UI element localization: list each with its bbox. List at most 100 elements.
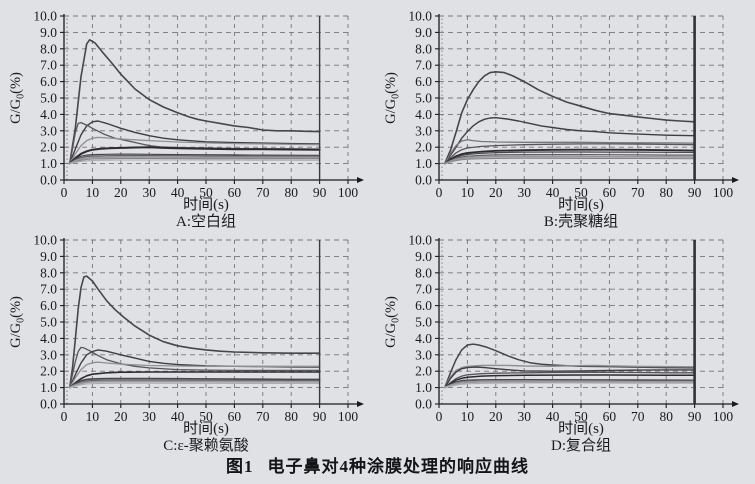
x-tick-label: 70 bbox=[256, 409, 270, 424]
x-axis-title: 时间(s) bbox=[183, 420, 229, 437]
x-tick-label: 0 bbox=[436, 185, 443, 200]
y-tick-label: 7.0 bbox=[40, 282, 57, 297]
subplot-d: 0 10 20 30 40 50 60 70 80 90 100 0.0 1.0 2.0 3.0 4.0 5.0… bbox=[379, 226, 751, 454]
series-curve-1 bbox=[443, 343, 696, 389]
series-curve-4 bbox=[444, 143, 696, 165]
series-curve-1 bbox=[68, 275, 321, 389]
series-curve-7 bbox=[69, 379, 321, 389]
x-tick-label: 100 bbox=[338, 409, 359, 424]
x-tick-label: 10 bbox=[86, 409, 100, 424]
x-tick-label: 10 bbox=[86, 185, 100, 200]
x-tick-label: 60 bbox=[603, 185, 617, 200]
figure-number: 图1 bbox=[226, 457, 254, 476]
series-curve-4 bbox=[69, 136, 321, 165]
x-tick-label: 30 bbox=[142, 185, 156, 200]
x-tick-label: 0 bbox=[61, 409, 68, 424]
y-tick-label: 1.0 bbox=[415, 156, 432, 171]
x-tick-label: 10 bbox=[461, 409, 475, 424]
series-curve-8 bbox=[68, 156, 321, 165]
x-tick-label: 70 bbox=[631, 409, 645, 424]
y-tick-label: 5.0 bbox=[40, 315, 57, 330]
x-tick-label: 60 bbox=[228, 409, 242, 424]
y-tick-label: 8.0 bbox=[415, 265, 432, 280]
x-tick-label: 20 bbox=[114, 409, 128, 424]
series-curve-4 bbox=[444, 371, 696, 389]
y-tick-label: 10.0 bbox=[33, 233, 57, 248]
x-tick-label: 40 bbox=[171, 185, 185, 200]
x-axis-title: 时间(s) bbox=[558, 196, 604, 213]
series-curve-3 bbox=[443, 366, 696, 389]
x-tick-label: 80 bbox=[284, 185, 298, 200]
figure-caption: 图1 电子鼻对4种涂膜处理的响应曲线 bbox=[0, 452, 755, 477]
y-tick-label: 7.0 bbox=[40, 58, 57, 73]
y-tick-label: 2.0 bbox=[40, 364, 57, 379]
x-tick-label: 20 bbox=[114, 185, 128, 200]
series-curve-5 bbox=[68, 371, 321, 389]
y-tick-label: 4.0 bbox=[40, 107, 57, 122]
y-tick-label: 4.0 bbox=[415, 107, 432, 122]
y-tick-label: 10.0 bbox=[408, 9, 432, 24]
y-tick-label: 1.0 bbox=[40, 380, 57, 395]
x-axis-arrow bbox=[357, 177, 364, 183]
x-tick-label: 70 bbox=[256, 185, 270, 200]
y-tick-label: 0.0 bbox=[415, 397, 432, 412]
y-tick-label: 3.0 bbox=[415, 123, 432, 138]
x-tick-label: 40 bbox=[546, 409, 560, 424]
series-curve-9 bbox=[69, 382, 321, 389]
subplot-a: 0 10 20 30 40 50 60 70 80 90 100 0.0 1.0 2.0 3.0 4.0 5.0… bbox=[4, 2, 376, 230]
series-curve-6 bbox=[69, 153, 321, 165]
y-tick-label: 8.0 bbox=[415, 41, 432, 56]
x-tick-label: 0 bbox=[436, 409, 443, 424]
x-axis-arrow bbox=[357, 401, 364, 407]
y-tick-label: 4.0 bbox=[415, 331, 432, 346]
y-tick-label: 10.0 bbox=[33, 9, 57, 24]
y-tick-label: 5.0 bbox=[415, 315, 432, 330]
x-tick-label: 20 bbox=[489, 409, 503, 424]
subplot-label: C:ε-聚赖氨酸 bbox=[163, 437, 248, 454]
y-axis-title: G/G0(%) bbox=[8, 72, 27, 124]
x-tick-label: 80 bbox=[284, 409, 298, 424]
series-curve-3 bbox=[444, 139, 696, 165]
x-tick-label: 30 bbox=[142, 409, 156, 424]
series-curve-10 bbox=[69, 159, 321, 165]
y-tick-label: 8.0 bbox=[40, 265, 57, 280]
y-tick-label: 6.0 bbox=[415, 298, 432, 313]
series-curve-9 bbox=[444, 157, 696, 165]
series-curve-7 bbox=[69, 155, 321, 165]
subplot-label: B:壳聚糖组 bbox=[544, 213, 618, 230]
x-tick-label: 0 bbox=[61, 185, 68, 200]
series-curve-2 bbox=[443, 364, 696, 389]
y-tick-label: 4.0 bbox=[40, 331, 57, 346]
series-curve-8 bbox=[443, 155, 696, 165]
y-tick-label: 9.0 bbox=[415, 25, 432, 40]
series-curve-2 bbox=[69, 346, 321, 389]
series-curve-9 bbox=[444, 382, 696, 389]
x-axis-arrow bbox=[732, 401, 739, 407]
y-tick-label: 3.0 bbox=[40, 123, 57, 138]
y-tick-label: 5.0 bbox=[415, 91, 432, 106]
x-tick-label: 90 bbox=[313, 185, 327, 200]
subplot-c: 0 10 20 30 40 50 60 70 80 90 100 0.0 1.0 2.0 3.0 4.0 5.0… bbox=[4, 226, 376, 454]
y-tick-label: 2.0 bbox=[415, 364, 432, 379]
x-tick-label: 70 bbox=[631, 185, 645, 200]
x-tick-label: 30 bbox=[517, 185, 531, 200]
x-tick-label: 10 bbox=[461, 185, 475, 200]
series-curve-1 bbox=[68, 38, 321, 165]
y-tick-label: 0.0 bbox=[415, 173, 432, 188]
chart-c-polylysine-group: 0 10 20 30 40 50 60 70 80 90 100 0.0 1.02.0 3.04.05.0… bbox=[8, 233, 364, 454]
x-tick-label: 50 bbox=[199, 185, 213, 200]
x-tick-label: 60 bbox=[228, 185, 242, 200]
x-tick-label: 100 bbox=[338, 185, 359, 200]
series-curve-1 bbox=[443, 71, 696, 165]
y-tick-label: 5.0 bbox=[40, 91, 57, 106]
y-tick-label: 7.0 bbox=[415, 58, 432, 73]
series-curve-2 bbox=[443, 116, 696, 165]
x-tick-label: 100 bbox=[713, 409, 734, 424]
x-tick-label: 50 bbox=[199, 409, 213, 424]
x-tick-label: 50 bbox=[574, 409, 588, 424]
x-tick-label: 30 bbox=[517, 409, 531, 424]
subplot-label: A:空白组 bbox=[176, 213, 236, 230]
x-axis-title: 时间(s) bbox=[183, 196, 229, 213]
x-tick-label: 50 bbox=[574, 185, 588, 200]
